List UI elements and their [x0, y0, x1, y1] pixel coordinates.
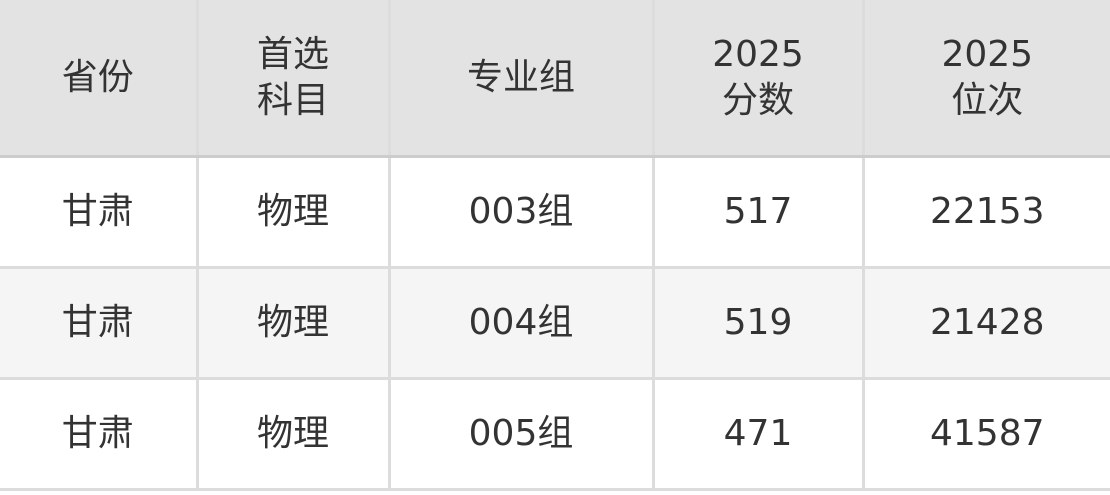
- header-text: 省份: [61, 56, 134, 98]
- cell-province: 甘肃: [0, 155, 199, 269]
- cell-group: 005组: [387, 377, 655, 491]
- header-text: 2025: [712, 33, 804, 75]
- header-province: 省份: [0, 0, 199, 158]
- cell-score: 471: [651, 377, 865, 491]
- cell-province: 甘肃: [0, 377, 199, 491]
- table-row: 甘肃 物理 003组 517 22153: [0, 155, 1110, 269]
- cell-rank: 21428: [861, 266, 1110, 380]
- cell-province: 甘肃: [0, 266, 199, 380]
- cell-group: 003组: [387, 155, 655, 269]
- cell-score: 519: [651, 266, 865, 380]
- cell-subject: 物理: [195, 266, 391, 380]
- cell-rank: 22153: [861, 155, 1110, 269]
- cell-subject: 物理: [195, 377, 391, 491]
- header-text: 分数: [721, 79, 794, 121]
- header-text: 位次: [951, 79, 1024, 121]
- cell-subject: 物理: [195, 155, 391, 269]
- header-score: 2025 分数: [651, 0, 865, 158]
- header-subject: 首选 科目: [195, 0, 391, 158]
- header-row: 省份 首选 科目 专业组 2025 分数 2025 位次: [0, 0, 1110, 158]
- header-text: 专业组: [466, 56, 575, 98]
- header-text: 2025: [941, 33, 1034, 75]
- cell-score: 517: [651, 155, 865, 269]
- table-row: 甘肃 物理 005组 471 41587: [0, 377, 1110, 491]
- header-text: 首选: [256, 33, 329, 75]
- cell-rank: 41587: [861, 377, 1110, 491]
- header-rank: 2025 位次: [861, 0, 1110, 158]
- header-text: 科目: [256, 79, 329, 121]
- table-row: 甘肃 物理 004组 519 21428: [0, 266, 1110, 380]
- header-group: 专业组: [387, 0, 655, 158]
- cell-group: 004组: [387, 266, 655, 380]
